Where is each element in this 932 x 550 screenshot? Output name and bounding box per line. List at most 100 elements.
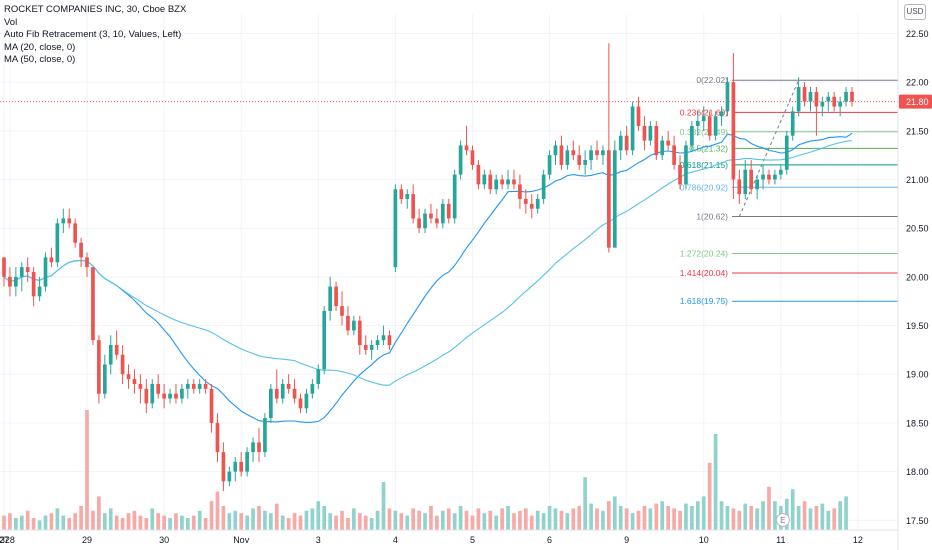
price-axis[interactable]: 22.50 22.00 21.50 21.00 20.50 20.00 19.50 19.00… [897, 0, 929, 550]
candle-body [316, 369, 321, 384]
candle-body [707, 116, 712, 136]
volume-bar [114, 515, 119, 530]
price-tick-label: 20.00 [906, 272, 929, 282]
volume-bar [174, 513, 178, 530]
candle-body [494, 179, 499, 190]
time-tick-label: 3 [316, 535, 321, 545]
candle-body [114, 345, 119, 355]
price-tick-label: 21.50 [906, 126, 929, 136]
time-tick-label: 10 [699, 535, 709, 545]
candle-body [458, 145, 463, 175]
legend-fib[interactable]: Auto Fib Retracement (3, 10, Values, Lef… [4, 29, 182, 40]
candle-body [701, 116, 706, 122]
volume-bar [743, 503, 748, 530]
candle-body [618, 135, 623, 151]
candle-body [630, 106, 635, 151]
time-tick-label: 6 [547, 535, 552, 545]
volume-bar [144, 518, 149, 530]
candlesticks [2, 43, 854, 492]
candle-body [435, 218, 439, 224]
fib-retracement: 0(22.02)0.236(21.69)0.382(21.49)0.5(21.3… [680, 75, 898, 306]
candle-body [363, 345, 368, 350]
volume-bar [719, 501, 724, 530]
candle-body [203, 383, 208, 389]
fib-level-label: 0(22.02) [696, 75, 728, 85]
candle-body [180, 388, 184, 399]
candle-body [577, 155, 582, 165]
candle-body [233, 461, 238, 472]
volume-bar [518, 510, 522, 530]
legend-ma50[interactable]: MA (50, close, 0) [4, 54, 76, 65]
candle-body [595, 150, 599, 156]
volume-bar [61, 515, 66, 530]
volume-bar [25, 510, 30, 530]
last-price-tag [899, 94, 932, 109]
candle-body [624, 135, 629, 151]
volume-bar [440, 510, 445, 530]
volume-bar [14, 518, 18, 530]
time-tick-label: 13 [0, 535, 5, 545]
symbol-title[interactable]: ROCKET COMPANIES INC, 30, Cboe BZX [4, 4, 187, 15]
volume-bar [506, 506, 510, 530]
candle-body [850, 91, 854, 102]
volume-bar [547, 506, 552, 530]
volume-bar [292, 513, 297, 530]
legend-vol[interactable]: Vol [4, 16, 18, 28]
candle-body [369, 345, 374, 350]
volume-bar [43, 515, 48, 530]
volume-bar [529, 515, 534, 530]
candle-body [25, 267, 30, 272]
volume-bar [399, 513, 404, 530]
candle-body [304, 393, 309, 409]
volume-bar [429, 506, 433, 530]
volume-bar [363, 515, 368, 530]
candle-body [423, 213, 427, 229]
candle-body [429, 213, 433, 219]
volume-bar [322, 506, 327, 530]
volume-bar [8, 513, 12, 530]
earnings-marker-label: E [780, 516, 785, 525]
volume-bar [761, 501, 765, 530]
volume-bar [577, 506, 582, 530]
volume-bar [411, 508, 416, 530]
candle-body [607, 150, 611, 248]
volume-bar [257, 506, 261, 530]
candle-body [405, 194, 410, 199]
volume-bar [464, 510, 469, 530]
price-tick-label: 18.00 [906, 467, 929, 477]
volume-bar [624, 508, 629, 530]
volume-bar [138, 515, 143, 530]
candle-body [340, 306, 344, 316]
candle-body [773, 174, 777, 180]
candle-body [245, 452, 249, 472]
volume-bar [832, 508, 837, 530]
candle-body [672, 145, 676, 165]
time-tick-label: 27 [0, 535, 9, 545]
volume-bar [589, 503, 593, 530]
volume-bar [79, 506, 83, 530]
candle-body [559, 145, 564, 165]
volume-bar [446, 508, 451, 530]
volume-bar [304, 510, 309, 530]
volume-bar [571, 508, 576, 530]
candle-body [108, 345, 113, 365]
candle-body [731, 82, 736, 180]
time-tick-label: 28 [5, 535, 15, 545]
volume-bar [690, 506, 694, 530]
candle-body [488, 174, 493, 190]
volume-bar [369, 518, 374, 530]
legend-ma20[interactable]: MA (20, close, 0) [4, 41, 76, 53]
candle-body [85, 257, 89, 268]
volume-bar [660, 501, 665, 530]
earnings-marker[interactable]: E [775, 513, 790, 527]
volume-bar [601, 510, 605, 530]
candle-body [814, 91, 819, 107]
volume-bar [838, 501, 842, 530]
currency-button[interactable]: USD [904, 4, 926, 20]
candle-body [8, 276, 12, 287]
last-price-label: 21.80 [906, 97, 929, 107]
candle-body [227, 471, 232, 482]
volume-bar [470, 515, 475, 530]
